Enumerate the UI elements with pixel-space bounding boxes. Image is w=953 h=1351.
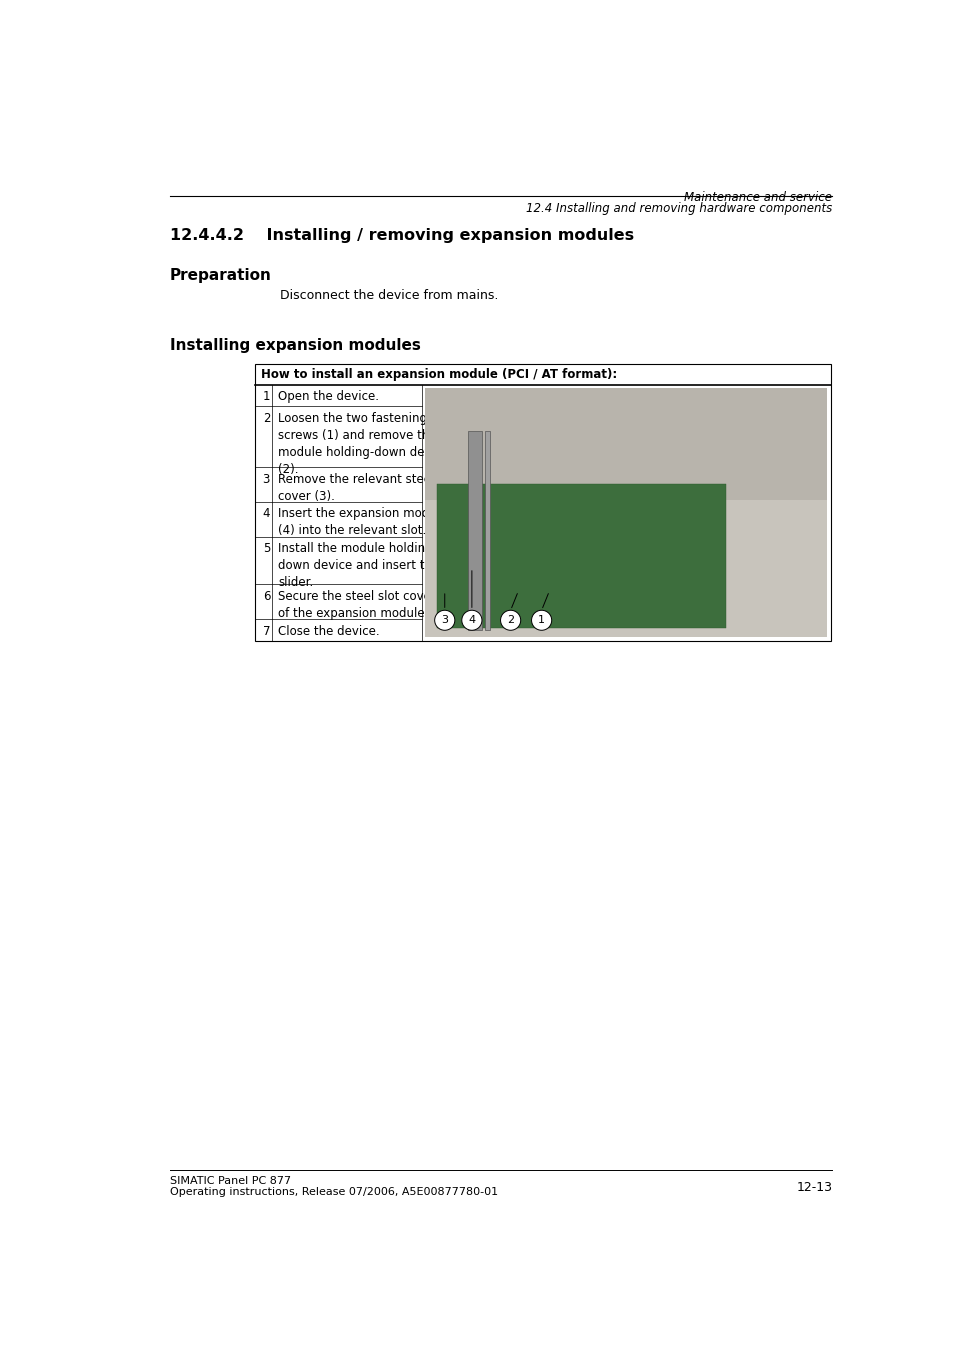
Text: 1: 1: [537, 615, 544, 626]
Text: 3: 3: [441, 615, 448, 626]
Text: Open the device.: Open the device.: [278, 390, 378, 403]
Text: How to install an expansion module (PCI / AT format):: How to install an expansion module (PCI …: [261, 367, 617, 381]
Text: Preparation: Preparation: [170, 269, 272, 284]
Text: 3: 3: [262, 473, 270, 485]
Bar: [484, 431, 489, 630]
Bar: [436, 484, 725, 628]
Text: Close the device.: Close the device.: [278, 624, 379, 638]
Text: 4: 4: [468, 615, 475, 626]
Circle shape: [500, 611, 520, 631]
Text: 12-13: 12-13: [796, 1181, 831, 1194]
Text: SIMATIC Panel PC 877: SIMATIC Panel PC 877: [170, 1177, 291, 1186]
Text: 12.4 Installing and removing hardware components: 12.4 Installing and removing hardware co…: [525, 203, 831, 215]
Text: Disconnect the device from mains.: Disconnect the device from mains.: [279, 289, 497, 303]
Text: Install the module holding-
down device and insert the
slider.: Install the module holding- down device …: [278, 542, 439, 589]
Text: 2: 2: [507, 615, 514, 626]
Text: Maintenance and service: Maintenance and service: [683, 192, 831, 204]
Bar: [425, 389, 826, 638]
Text: Loosen the two fastening
screws (1) and remove the
module holding-down device
(2: Loosen the two fastening screws (1) and …: [278, 412, 448, 476]
Bar: [468, 431, 481, 630]
Circle shape: [531, 611, 551, 631]
Text: Remove the relevant steel slot
cover (3).: Remove the relevant steel slot cover (3)…: [278, 473, 459, 503]
Text: 5: 5: [262, 542, 270, 555]
Bar: [254, 363, 830, 642]
Text: 4: 4: [262, 508, 270, 520]
Text: 12.4.4.2    Installing / removing expansion modules: 12.4.4.2 Installing / removing expansion…: [170, 227, 633, 243]
Text: Insert the expansion module
(4) into the relevant slot.: Insert the expansion module (4) into the…: [278, 508, 447, 538]
Text: 1: 1: [262, 390, 270, 403]
Text: Operating instructions, Release 07/2006, A5E00877780-01: Operating instructions, Release 07/2006,…: [170, 1188, 497, 1197]
Circle shape: [461, 611, 481, 631]
Text: 2: 2: [262, 412, 270, 424]
Text: Installing expansion modules: Installing expansion modules: [170, 338, 420, 353]
Text: 6: 6: [262, 590, 270, 603]
Bar: [425, 389, 826, 500]
Circle shape: [435, 611, 455, 631]
Text: Secure the steel slot cover (3)
of the expansion module.: Secure the steel slot cover (3) of the e…: [278, 590, 456, 620]
Text: 7: 7: [262, 624, 270, 638]
